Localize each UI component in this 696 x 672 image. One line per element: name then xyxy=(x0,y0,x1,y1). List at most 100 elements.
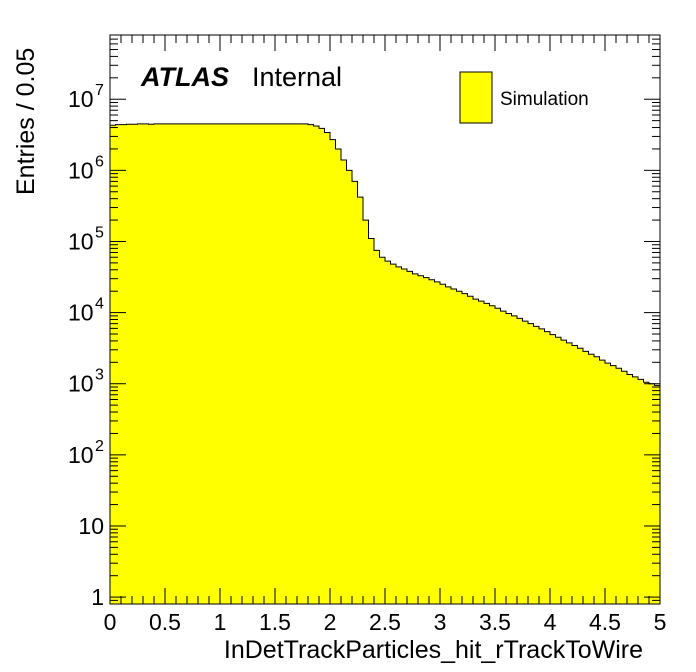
histogram-bin xyxy=(341,159,348,604)
histogram-bin xyxy=(357,197,364,604)
histogram-bin xyxy=(346,170,353,604)
histogram-bin xyxy=(264,123,271,605)
y-tick-label-base: 10 xyxy=(68,157,94,183)
histogram-bin xyxy=(566,342,573,604)
histogram-bin xyxy=(649,383,656,604)
histogram-bin xyxy=(440,284,447,604)
histogram-bin xyxy=(577,348,584,604)
histogram-bin xyxy=(429,279,436,604)
histogram-bin xyxy=(313,126,320,604)
histogram-bin xyxy=(511,315,518,604)
histogram-bin xyxy=(385,261,392,604)
y-tick-label: 10 5 xyxy=(68,224,104,254)
histogram-bin xyxy=(203,123,210,605)
histogram-bin xyxy=(126,124,133,604)
histogram-outline xyxy=(109,123,661,604)
histogram-bin xyxy=(209,123,216,605)
histogram-bin xyxy=(478,301,485,604)
histogram-bin xyxy=(418,275,425,604)
histogram-bin xyxy=(522,321,529,604)
y-tick-label-base: 10 xyxy=(68,442,94,468)
y-tick-label-exponent: 2 xyxy=(95,438,104,455)
histogram-bin xyxy=(143,123,150,605)
histogram-bin xyxy=(616,368,623,604)
histogram-bin xyxy=(484,303,491,604)
histogram-bin xyxy=(572,345,579,604)
histogram-bin xyxy=(445,286,452,604)
histogram-bin xyxy=(170,123,177,605)
x-tick-labels: 0 0.5 1 1.5 2 2.5 3 3.5 4 4.5 5 xyxy=(104,609,667,635)
histogram-bin xyxy=(176,123,183,605)
histogram-bin xyxy=(286,123,293,605)
histogram-bin xyxy=(236,123,243,605)
x-tick-label: 0.5 xyxy=(149,609,181,635)
histogram-bin xyxy=(110,125,117,605)
x-tick-label: 5 xyxy=(654,609,667,635)
histogram-bin xyxy=(610,365,617,604)
histogram-bin xyxy=(187,123,194,605)
histogram-bin xyxy=(643,382,650,604)
y-tick-label-base: 10 xyxy=(68,300,94,326)
y-tick-label-exponent: 3 xyxy=(95,367,104,384)
histogram-bin xyxy=(192,123,199,605)
histogram-bin xyxy=(363,220,370,604)
histogram-bin xyxy=(368,238,375,605)
histogram-bin xyxy=(247,123,254,605)
y-tick-label-exponent: 6 xyxy=(95,153,104,170)
histogram-bin xyxy=(297,123,304,605)
histogram-bin xyxy=(638,379,645,604)
legend-entry-simulation: Simulation xyxy=(500,89,589,110)
y-tick-label-base: 10 xyxy=(68,86,94,112)
histogram-bin xyxy=(561,340,568,604)
histogram-bin xyxy=(374,250,381,605)
histogram-bin xyxy=(165,123,172,605)
histogram-bin xyxy=(275,123,282,605)
y-tick-label-exponent: 7 xyxy=(95,82,104,99)
y-tick-label: 10 xyxy=(78,513,104,539)
histogram-bin xyxy=(473,299,480,604)
histogram-bin xyxy=(319,128,326,604)
histogram-bin xyxy=(467,296,474,604)
histogram-bin xyxy=(599,360,606,604)
histogram-bin xyxy=(627,374,634,604)
histogram-bin xyxy=(308,124,315,604)
internal-label: Internal xyxy=(252,62,342,92)
histogram-bin xyxy=(594,356,601,604)
y-tick-label: 10 2 xyxy=(68,438,104,468)
histogram-bin xyxy=(517,318,524,604)
histogram-bin xyxy=(533,326,540,604)
y-tick-label-exponent: 4 xyxy=(95,296,104,313)
histogram-bin xyxy=(401,269,408,604)
histogram-bin xyxy=(330,139,337,605)
histogram-bin xyxy=(132,124,139,604)
histogram-bin xyxy=(121,124,128,604)
histogram-bin xyxy=(462,293,469,604)
histogram-bin xyxy=(159,123,166,605)
x-axis-title: InDetTrackParticles_hit_rTrackToWire xyxy=(224,636,643,664)
histogram-bin xyxy=(555,337,562,604)
histogram-bin xyxy=(544,331,551,604)
x-tick-label: 4 xyxy=(544,609,557,635)
histogram-bin xyxy=(269,123,276,605)
histogram-bin xyxy=(280,123,287,605)
histogram-bin xyxy=(181,123,188,605)
histogram-bin xyxy=(539,328,546,604)
histogram-bin xyxy=(335,148,342,604)
histogram-bin xyxy=(412,273,419,604)
histogram-bin xyxy=(528,323,535,604)
y-tick-label-base: 10 xyxy=(68,371,94,397)
histogram-bin xyxy=(198,123,205,605)
histogram-bin xyxy=(500,311,507,604)
x-tick-label: 0 xyxy=(104,609,117,635)
histogram-bin xyxy=(550,334,557,604)
y-axis-title: Entries / 0.05 xyxy=(12,48,40,195)
y-tick-label-base: 1 xyxy=(91,584,104,610)
histogram-bin xyxy=(242,123,249,605)
histogram-bin xyxy=(379,257,386,604)
histogram-bin xyxy=(137,123,144,605)
histogram-bin xyxy=(148,124,155,604)
histogram-bin xyxy=(253,123,260,605)
y-tick-label: 10 3 xyxy=(68,367,104,397)
y-ticks xyxy=(110,34,660,605)
